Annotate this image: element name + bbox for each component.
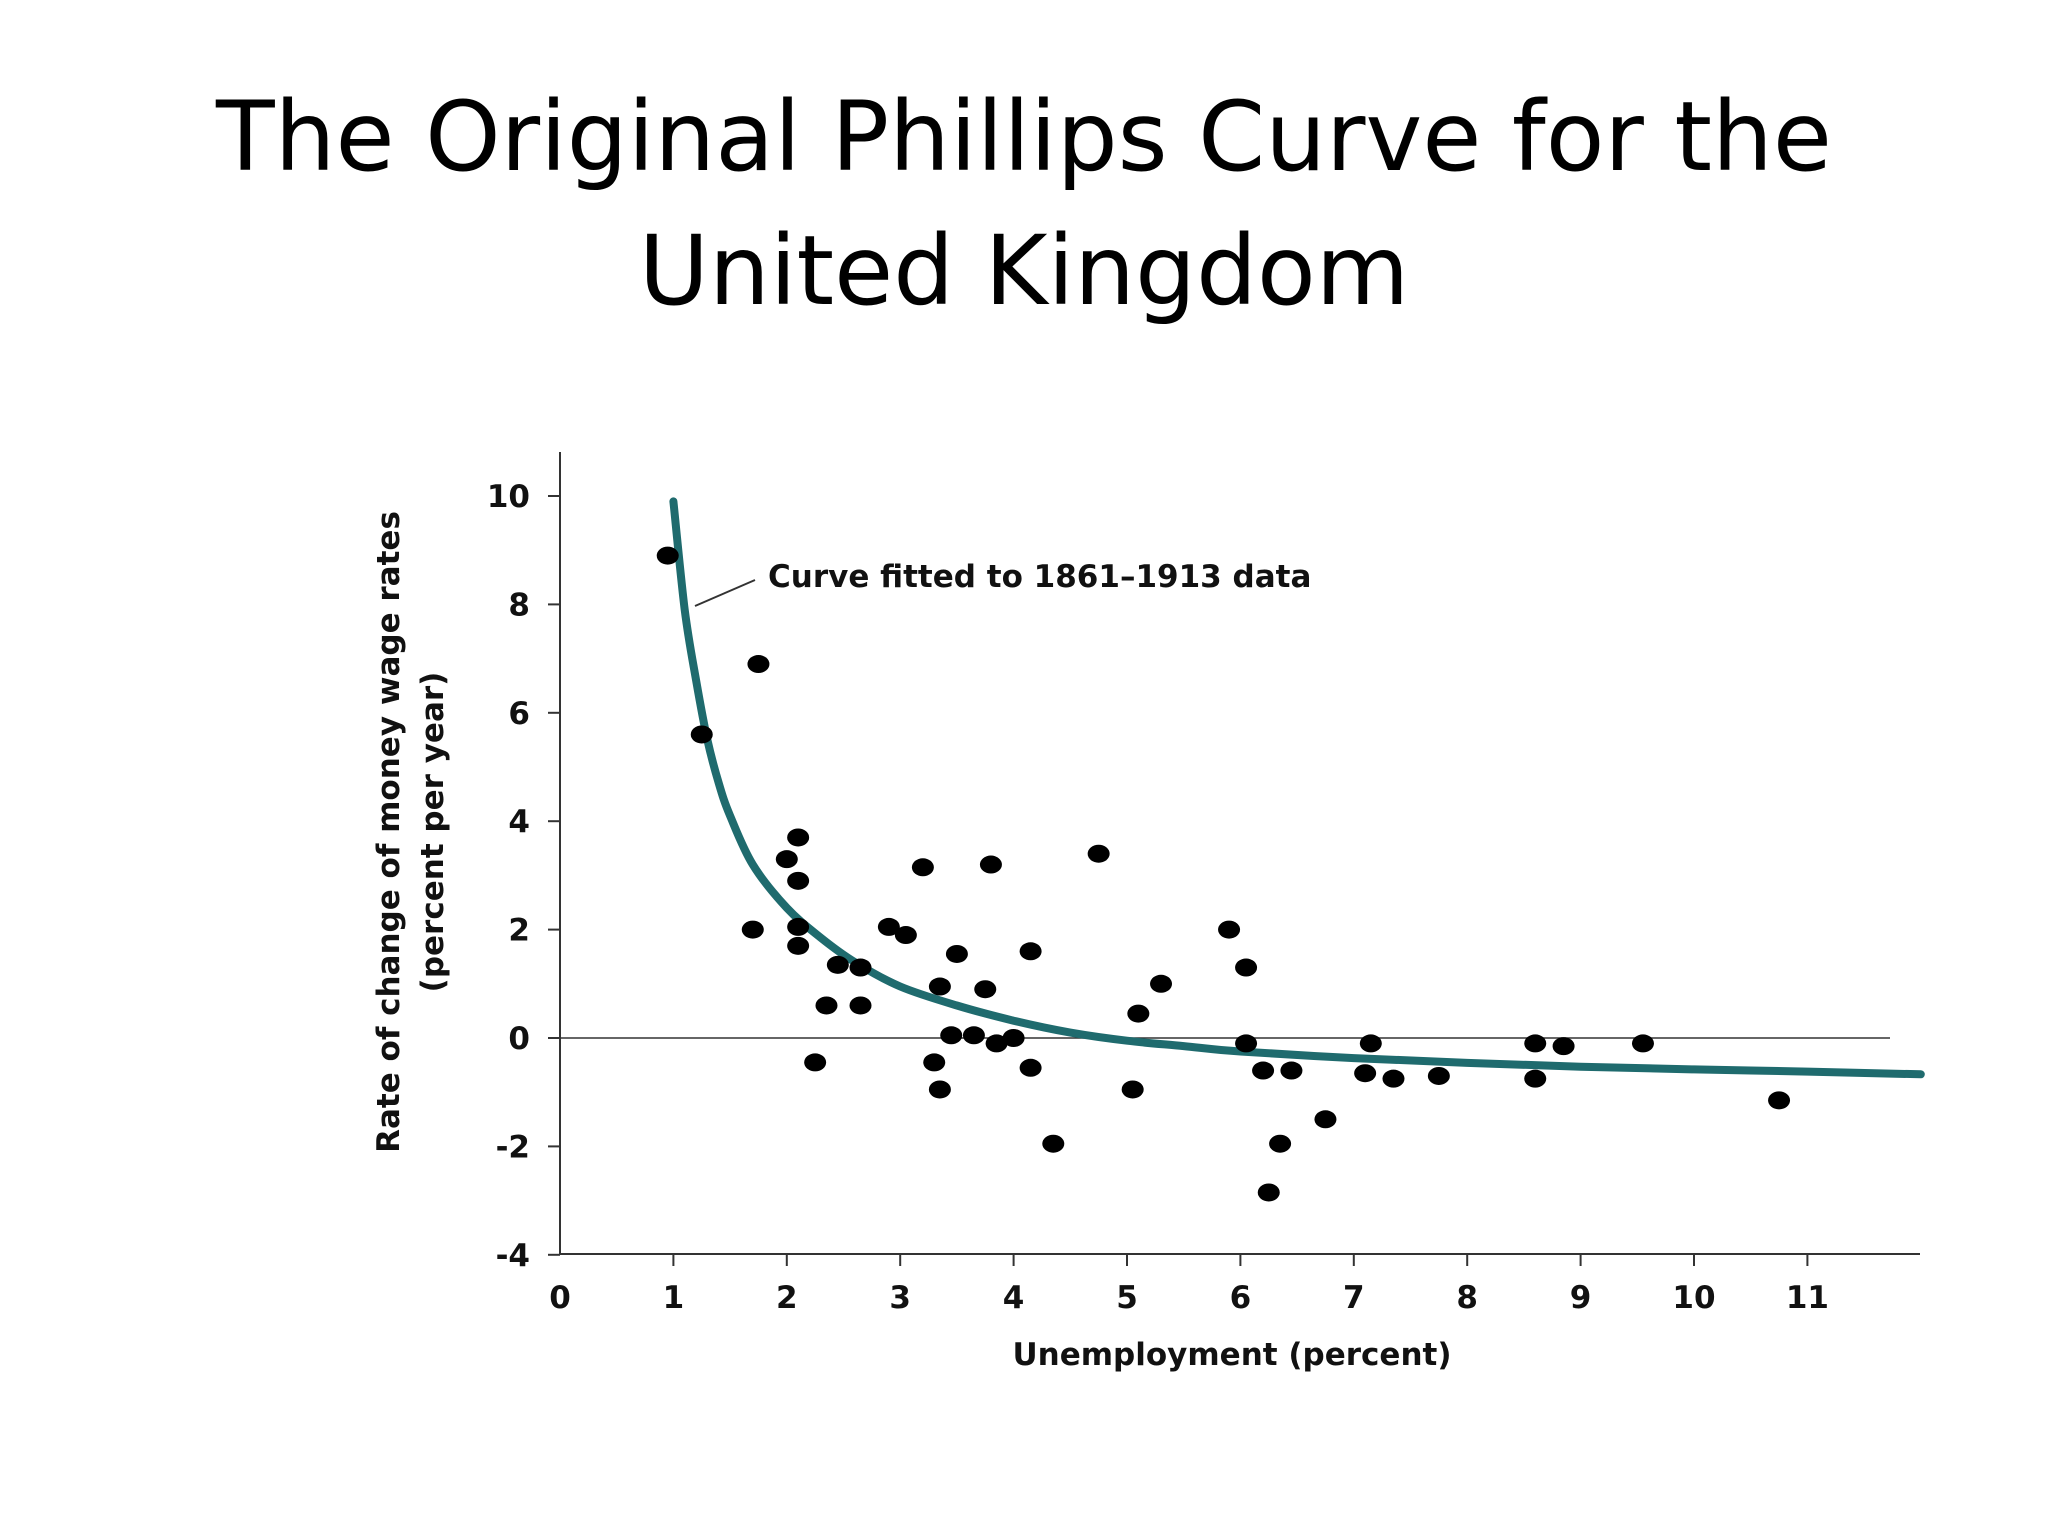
data-point: [985, 1034, 1008, 1053]
data-point: [1002, 1029, 1025, 1047]
data-point: [1127, 1004, 1150, 1023]
data-point: [1768, 1091, 1791, 1110]
data-point: [974, 980, 997, 999]
fitted-curve-layer: [669, 497, 1925, 1079]
data-point: [1257, 1183, 1280, 1202]
y-tick-label: 10: [487, 479, 530, 515]
data-point: [945, 944, 968, 963]
fitted-curve: [669, 497, 1925, 1079]
y-tick-label: 6: [508, 696, 530, 732]
y-tick-label: 8: [508, 587, 530, 623]
data-point: [804, 1053, 827, 1072]
data-point: [1354, 1064, 1377, 1083]
data-point: [923, 1053, 946, 1072]
data-point: [741, 920, 764, 939]
y-tick-label: 0: [508, 1021, 530, 1057]
x-tick-label: 9: [1570, 1280, 1592, 1316]
data-point: [1427, 1066, 1450, 1085]
data-point: [1359, 1034, 1382, 1053]
y-tick-label: -4: [496, 1238, 530, 1274]
x-tick-label: 6: [1230, 1280, 1252, 1316]
data-point: [962, 1026, 985, 1045]
x-tick-label: 5: [1116, 1280, 1138, 1316]
slide-title-line-1: The Original Phillips Curve for the: [216, 81, 1832, 193]
y-tick-label: 2: [508, 913, 530, 949]
data-point: [1280, 1061, 1303, 1080]
data-point: [894, 926, 917, 945]
y-tick-label: -2: [496, 1129, 530, 1165]
data-point: [849, 996, 872, 1015]
data-point: [1524, 1034, 1547, 1053]
y-axis-label-line-2: (percent per year): [415, 672, 451, 993]
data-point: [979, 855, 1002, 874]
data-point: [849, 958, 872, 977]
data-points: [656, 546, 1791, 1202]
data-point: [1382, 1069, 1405, 1088]
x-tick-label: 11: [1786, 1280, 1829, 1316]
curve-annotation: Curve fitted to 1861–1913 data: [768, 559, 1311, 595]
data-point: [1087, 844, 1110, 863]
data-point: [1314, 1110, 1337, 1129]
tick-labels: 10 8 6 4 2 0 -2 -4 0 1 2 3 4 5 6 7 8 9 10 11: [487, 479, 1829, 1316]
data-point: [1019, 1058, 1042, 1077]
data-point: [787, 936, 810, 955]
chart-labels: Curve fitted to 1861–1913 data Unemploym…: [371, 511, 1452, 1373]
data-point: [1252, 1061, 1275, 1080]
data-point: [928, 1080, 951, 1099]
data-point: [1235, 1034, 1258, 1053]
data-point: [747, 655, 770, 674]
data-point: [1631, 1034, 1654, 1053]
data-point: [1235, 958, 1258, 977]
data-point: [787, 917, 810, 936]
y-tick-label: 4: [508, 804, 530, 840]
slide-title: The Original Phillips Curve for the Unit…: [0, 70, 2048, 338]
data-point: [775, 850, 798, 869]
data-point: [656, 546, 679, 565]
data-point: [787, 828, 810, 847]
data-point: [940, 1026, 963, 1045]
data-point: [1150, 974, 1173, 993]
x-tick-label: 4: [1003, 1280, 1025, 1316]
data-point: [1121, 1080, 1144, 1099]
data-point: [1269, 1134, 1292, 1153]
x-tick-label: 1: [663, 1280, 685, 1316]
x-tick-label: 2: [776, 1280, 798, 1316]
data-point: [1218, 920, 1241, 939]
data-point: [815, 996, 838, 1015]
x-tick-label: 7: [1343, 1280, 1365, 1316]
data-point: [911, 858, 934, 877]
data-point: [1552, 1037, 1575, 1056]
data-point: [928, 977, 951, 996]
slide-title-line-2: United Kingdom: [638, 215, 1410, 327]
x-tick-label: 0: [549, 1280, 571, 1316]
data-point: [690, 725, 713, 744]
x-tick-label: 3: [889, 1280, 911, 1316]
data-point: [1019, 942, 1042, 961]
data-point: [787, 871, 810, 890]
data-point: [877, 917, 900, 936]
y-axis-label-line-1: Rate of change of money wage rates: [371, 511, 407, 1153]
annotation-leader-line: [694, 579, 756, 607]
x-tick-label: 8: [1456, 1280, 1478, 1316]
data-point: [826, 955, 849, 974]
data-point: [1042, 1134, 1065, 1153]
x-axis-label: Unemployment (percent): [1012, 1337, 1451, 1373]
x-tick-label: 10: [1672, 1280, 1715, 1316]
data-point: [1524, 1069, 1547, 1088]
